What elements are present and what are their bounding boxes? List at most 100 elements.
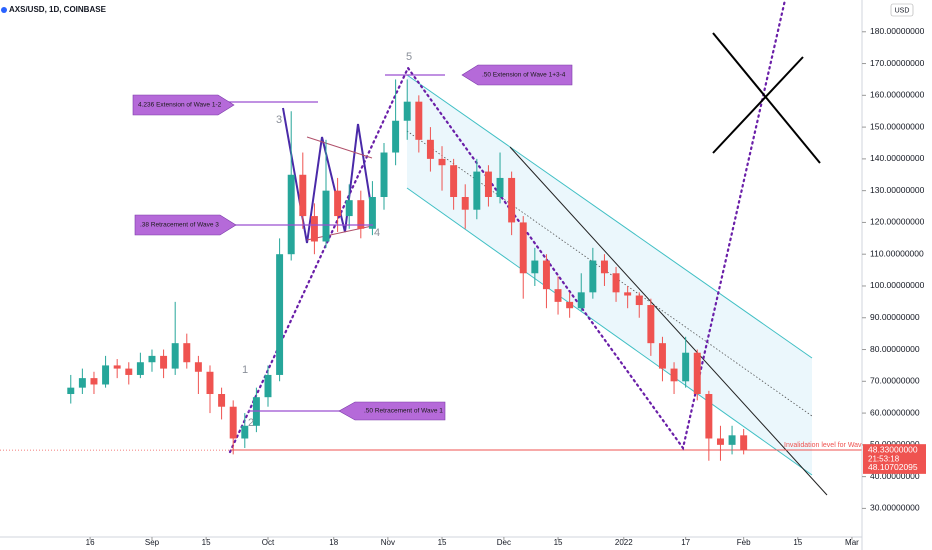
candle-body [705,394,713,439]
y-tick-label: 140.00000000 [870,153,925,163]
channel-lower [406,187,813,476]
second-price-label: 48.10702095 [868,462,918,472]
x-tick-label: 15 [438,538,447,547]
y-tick-label: 160.00000000 [870,90,925,100]
candle-body [299,174,307,217]
y-tick-label: 70.00000000 [870,376,920,386]
countdown: 21:53:18 [868,454,900,463]
wave-label: 5 [406,51,412,63]
candle-body [218,394,226,407]
x-tick-label: Dec [497,538,511,547]
candle-body [183,343,191,363]
invalidation-text: Invalidation level for Wave 2 [784,442,871,449]
candle-body [612,273,620,293]
last-price-label: 48.33000000 [868,444,918,454]
candle-body [264,374,272,398]
y-tick-label: 180.00000000 [870,26,925,36]
candle-body [635,295,643,306]
candle-body [160,355,168,369]
triangle-top [306,136,373,159]
candle-body [368,197,376,229]
last-price-box [863,444,926,466]
candle-body [496,177,504,198]
x-tick-label: Oct [262,538,275,547]
wave-label: 4 [374,227,380,239]
y-tick-label: 30.00000000 [870,503,920,513]
candle-body [403,101,411,121]
candle-body [415,101,423,140]
y-tick-label: 80.00000000 [870,344,920,354]
y-tick-label: 120.00000000 [870,217,925,227]
y-tick-label: 170.00000000 [870,58,925,68]
callouts: 4.236 Extension of Wave 1-2 .50 Extensio… [132,51,871,449]
logo [1,7,7,13]
candle-body [670,368,678,382]
candle-body [600,260,608,274]
candle-body [380,152,388,198]
callout [132,94,235,116]
y-tick-label: 150.00000000 [870,121,925,131]
chart-title: AXS/USD, 1D, COINBASE [9,5,107,14]
x-tick-label: 15 [202,538,211,547]
channel-upper [406,74,813,359]
y-tick-label: 50.00000000 [870,439,920,449]
candle-body [322,190,330,242]
wave-label: 3 [276,114,282,126]
candle-body [229,406,237,439]
x-mark [712,56,804,154]
candle-body [554,289,562,302]
candle-body [473,171,481,210]
trend-line [509,146,828,496]
price-labels: 30.00000000 40.00000000 50.00000000 60.0000… [86,26,926,547]
candle-body [716,438,724,445]
candle-body [194,362,202,372]
candle-body [206,371,214,395]
candle-body [589,260,597,293]
candle-body [67,387,75,395]
candle-body [624,292,632,296]
y-tick-label: 110.00000000 [870,248,924,258]
candle-body [484,171,492,198]
x-tick-label: 17 [681,538,690,547]
callout [338,401,446,421]
callout-text: .50 Retracement of Wave 1 [364,408,443,415]
currency: USD [895,7,910,14]
candle-body [334,190,342,217]
wave-path [228,0,787,454]
candle-body [276,254,284,375]
second-price-box [863,461,926,474]
candle-body [682,352,690,382]
candle-body [426,139,434,159]
x-tick-label: 2022 [615,538,633,547]
y-tick-label: 130.00000000 [870,185,925,195]
candle-body [728,435,736,445]
candle-body [310,216,318,242]
currency-box[interactable] [890,3,914,17]
callout-text: .50 Extension of Wave 1+3-4 [482,72,566,79]
candle-body [658,343,666,369]
wave-label: 1 [242,364,248,376]
candle-body [148,355,156,363]
callout [461,64,573,86]
y-tick-label: 90.00000000 [870,312,920,322]
candle-body [461,197,469,210]
channel-fill [407,75,812,475]
candles [0,79,862,461]
candle-body [647,305,655,344]
candle-body [740,435,748,451]
x-tick-label: 18 [329,538,338,547]
callout-text: 4.236 Extension of Wave 1-2 [138,102,222,109]
candle-body [392,120,400,153]
x-tick-label: Mar [845,538,859,547]
candle-body [438,158,446,166]
x-tick-label: 15 [793,538,802,547]
x-tick-label: 15 [554,538,563,547]
candle-body [241,425,249,439]
candle-body [78,378,86,388]
candle-body [113,365,121,369]
candle-body [125,368,133,375]
y-tick-label: 40.00000000 [870,471,920,481]
x-tick-label: Sep [145,538,160,547]
candle-body [136,362,144,375]
callout [134,214,237,236]
